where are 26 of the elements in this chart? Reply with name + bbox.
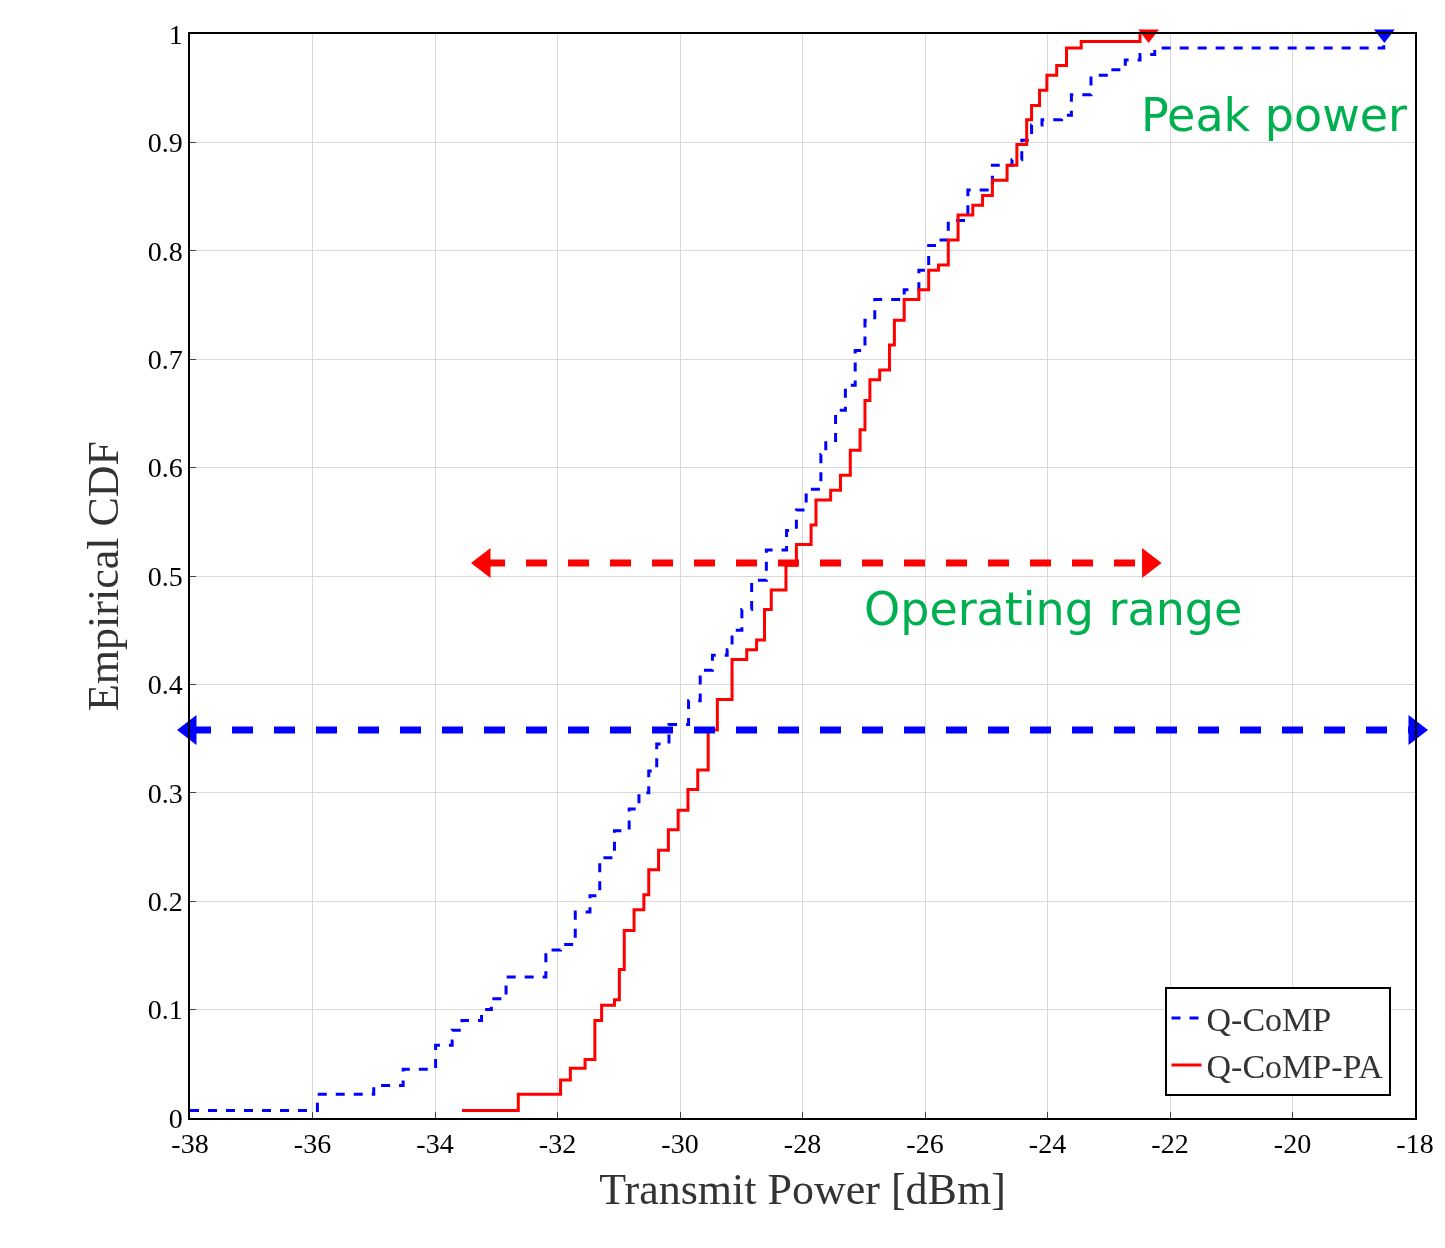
x-axis-title: Transmit Power [dBm] <box>599 1165 1006 1215</box>
x-tick-label: -34 <box>416 1128 454 1160</box>
annotation: Peak power <box>1141 88 1408 142</box>
annotation: Operating range <box>864 582 1243 636</box>
x-tick-label: -20 <box>1273 1128 1312 1160</box>
y-tick-label: 0.1 <box>147 994 183 1026</box>
y-tick-label: 0.3 <box>147 777 183 809</box>
x-tick-label: -28 <box>783 1128 822 1160</box>
legend-label: Q-CoMP <box>1206 1001 1332 1039</box>
y-tick-label: 0.7 <box>147 344 183 375</box>
y-tick-label: 1 <box>168 18 183 50</box>
x-tick-label: -36 <box>293 1128 332 1160</box>
y-tick-label: 0.8 <box>147 235 183 267</box>
y-tick-label: 0.9 <box>147 127 183 159</box>
x-tick-label: -22 <box>1151 1128 1189 1160</box>
x-tick-label: -30 <box>661 1128 699 1160</box>
y-tick-label: 0.6 <box>147 452 183 484</box>
y-axis-title: Empirical CDF <box>79 440 129 712</box>
x-tick-label: -18 <box>1396 1128 1434 1160</box>
y-tick-label: 0.4 <box>147 669 183 701</box>
x-tick-label: -32 <box>538 1128 577 1160</box>
x-tick-label: -26 <box>906 1128 944 1160</box>
y-tick-label: 0.5 <box>147 560 183 592</box>
y-tick-label: 0.2 <box>147 886 183 917</box>
x-tick-label: -24 <box>1028 1128 1067 1160</box>
legend-label: Q-CoMP-PA <box>1206 1048 1384 1086</box>
